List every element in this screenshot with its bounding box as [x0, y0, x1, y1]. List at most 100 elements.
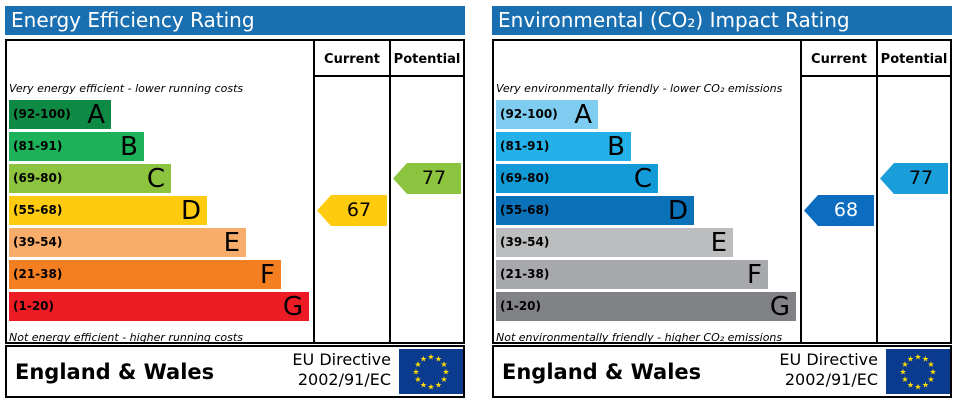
band-range-label: (39-54): [13, 235, 63, 249]
rating-arrow-shape: [804, 195, 874, 226]
energy-efficiency-panel: Energy Efficiency Rating Current Potenti…: [5, 6, 465, 398]
band-letter: G: [769, 292, 790, 322]
band-letter: A: [87, 100, 105, 130]
panel-title: Energy Efficiency Rating: [5, 6, 465, 35]
band-range-label: (1-20): [500, 299, 541, 313]
directive-line2: 2002/91/EC: [784, 370, 878, 389]
eu-star-icon: ★: [922, 381, 929, 390]
eu-stars-icon: ★ ★★★★★★★★★★★: [899, 353, 936, 392]
eu-star-icon: ★: [435, 355, 442, 364]
eu-star-icon: ★: [414, 360, 421, 369]
directive-line1: EU Directive: [292, 350, 391, 369]
rating-arrow-polygon: [804, 195, 874, 226]
bottom-note: Not environmentally friendly - higher CO…: [496, 331, 783, 344]
environmental-impact-panel: Environmental (CO₂) Impact Rating Curren…: [492, 6, 952, 398]
eu-star-icon: ★: [420, 381, 427, 390]
eu-star-icon: ★: [435, 381, 442, 390]
band-range-label: (81-91): [500, 139, 550, 153]
band-range-label: (55-68): [500, 203, 550, 217]
eu-star-icon: ★: [914, 383, 921, 392]
band-range-label: (92-100): [500, 107, 558, 121]
eu-stars-icon: ★ ★★★★★★★★★★★: [412, 353, 449, 392]
header-divider: [313, 75, 463, 77]
rating-frame: Current Potential Very environmentally f…: [492, 39, 952, 344]
directive-label: EU Directive 2002/91/EC: [770, 350, 878, 390]
eu-star-icon: ★: [899, 368, 906, 377]
current-column-header: Current: [811, 52, 867, 67]
current-rating-arrow: 68: [804, 195, 874, 226]
eu-star-icon: ★: [440, 360, 447, 369]
footer: England & Wales EU Directive 2002/91/EC …: [5, 345, 465, 398]
eu-star-icon: ★: [927, 360, 934, 369]
eu-star-icon: ★: [907, 381, 914, 390]
eu-star-icon: ★: [929, 368, 936, 377]
band-range-label: (92-100): [13, 107, 71, 121]
rating-arrow-shape: [393, 163, 461, 194]
band-letter: E: [710, 228, 727, 258]
eu-star-icon: ★: [922, 355, 929, 364]
eu-star-icon: ★: [427, 383, 434, 392]
rating-band-b: (81-91) B: [496, 132, 631, 162]
rating-band-f: (21-38) F: [496, 260, 768, 290]
directive-line1: EU Directive: [779, 350, 878, 369]
top-note: Very environmentally friendly - lower CO…: [496, 82, 783, 95]
eu-star-icon: ★: [927, 375, 934, 384]
column-divider: [800, 41, 802, 342]
column-divider: [389, 41, 391, 342]
eu-star-icon: ★: [901, 375, 908, 384]
band-range-label: (81-91): [13, 139, 63, 153]
eu-star-icon: ★: [412, 368, 419, 377]
rating-band-d: (55-68) D: [9, 196, 207, 226]
rating-arrow-polygon: [317, 195, 387, 226]
rating-band-e: (39-54) E: [9, 228, 246, 258]
current-rating-arrow: 67: [317, 195, 387, 226]
band-letter: B: [607, 132, 625, 162]
rating-arrow-value: 77: [908, 167, 934, 189]
eu-star-icon: ★: [414, 375, 421, 384]
column-divider: [313, 41, 315, 342]
rating-arrow-polygon: [880, 163, 948, 194]
current-column-header: Current: [324, 52, 380, 67]
bottom-note: Not energy efficient - higher running co…: [9, 331, 243, 344]
rating-arrow-value: 67: [346, 199, 372, 221]
band-range-label: (69-80): [500, 171, 550, 185]
band-letter: A: [574, 100, 592, 130]
rating-band-a: (92-100) A: [9, 100, 111, 130]
rating-frame: Current Potential Very energy efficient …: [5, 39, 465, 344]
country-label: England & Wales: [502, 360, 702, 384]
eu-star-icon: ★: [442, 368, 449, 377]
eu-star-icon: ★: [420, 355, 427, 364]
panel-title: Environmental (CO₂) Impact Rating: [492, 6, 952, 35]
eu-flag-icon: ★ ★ ★ ★ ★ ★ ★ ★ ★ ★ ★ ★: [399, 349, 463, 394]
rating-band-e: (39-54) E: [496, 228, 733, 258]
band-range-label: (21-38): [500, 267, 550, 281]
rating-arrow-shape: [317, 195, 387, 226]
band-range-label: (21-38): [13, 267, 63, 281]
potential-column-header: Potential: [393, 52, 461, 67]
band-range-label: (39-54): [500, 235, 550, 249]
rating-band-d: (55-68) D: [496, 196, 694, 226]
eu-star-icon: ★: [907, 355, 914, 364]
potential-rating-arrow: 77: [393, 163, 461, 194]
rating-band-a: (92-100) A: [496, 100, 598, 130]
top-note: Very energy efficient - lower running co…: [9, 82, 244, 95]
rating-band-c: (69-80) C: [9, 164, 171, 194]
rating-arrow-polygon: [393, 163, 461, 194]
band-range-label: (55-68): [13, 203, 63, 217]
rating-arrow-value: 68: [833, 199, 859, 221]
footer: England & Wales EU Directive 2002/91/EC …: [492, 345, 952, 398]
rating-band-g: (1-20) G: [496, 292, 796, 322]
potential-rating-arrow: 77: [880, 163, 948, 194]
band-letter: G: [282, 292, 303, 322]
band-letter: D: [180, 196, 201, 226]
eu-star-icon: ★: [914, 353, 921, 362]
rating-arrow-value: 77: [421, 167, 447, 189]
band-range-label: (69-80): [13, 171, 63, 185]
band-letter: C: [146, 164, 165, 194]
band-range-label: (1-20): [13, 299, 54, 313]
rating-arrow-shape: [880, 163, 948, 194]
potential-column-header: Potential: [880, 52, 948, 67]
rating-band-c: (69-80) C: [496, 164, 658, 194]
column-divider: [876, 41, 878, 342]
directive-label: EU Directive 2002/91/EC: [283, 350, 391, 390]
